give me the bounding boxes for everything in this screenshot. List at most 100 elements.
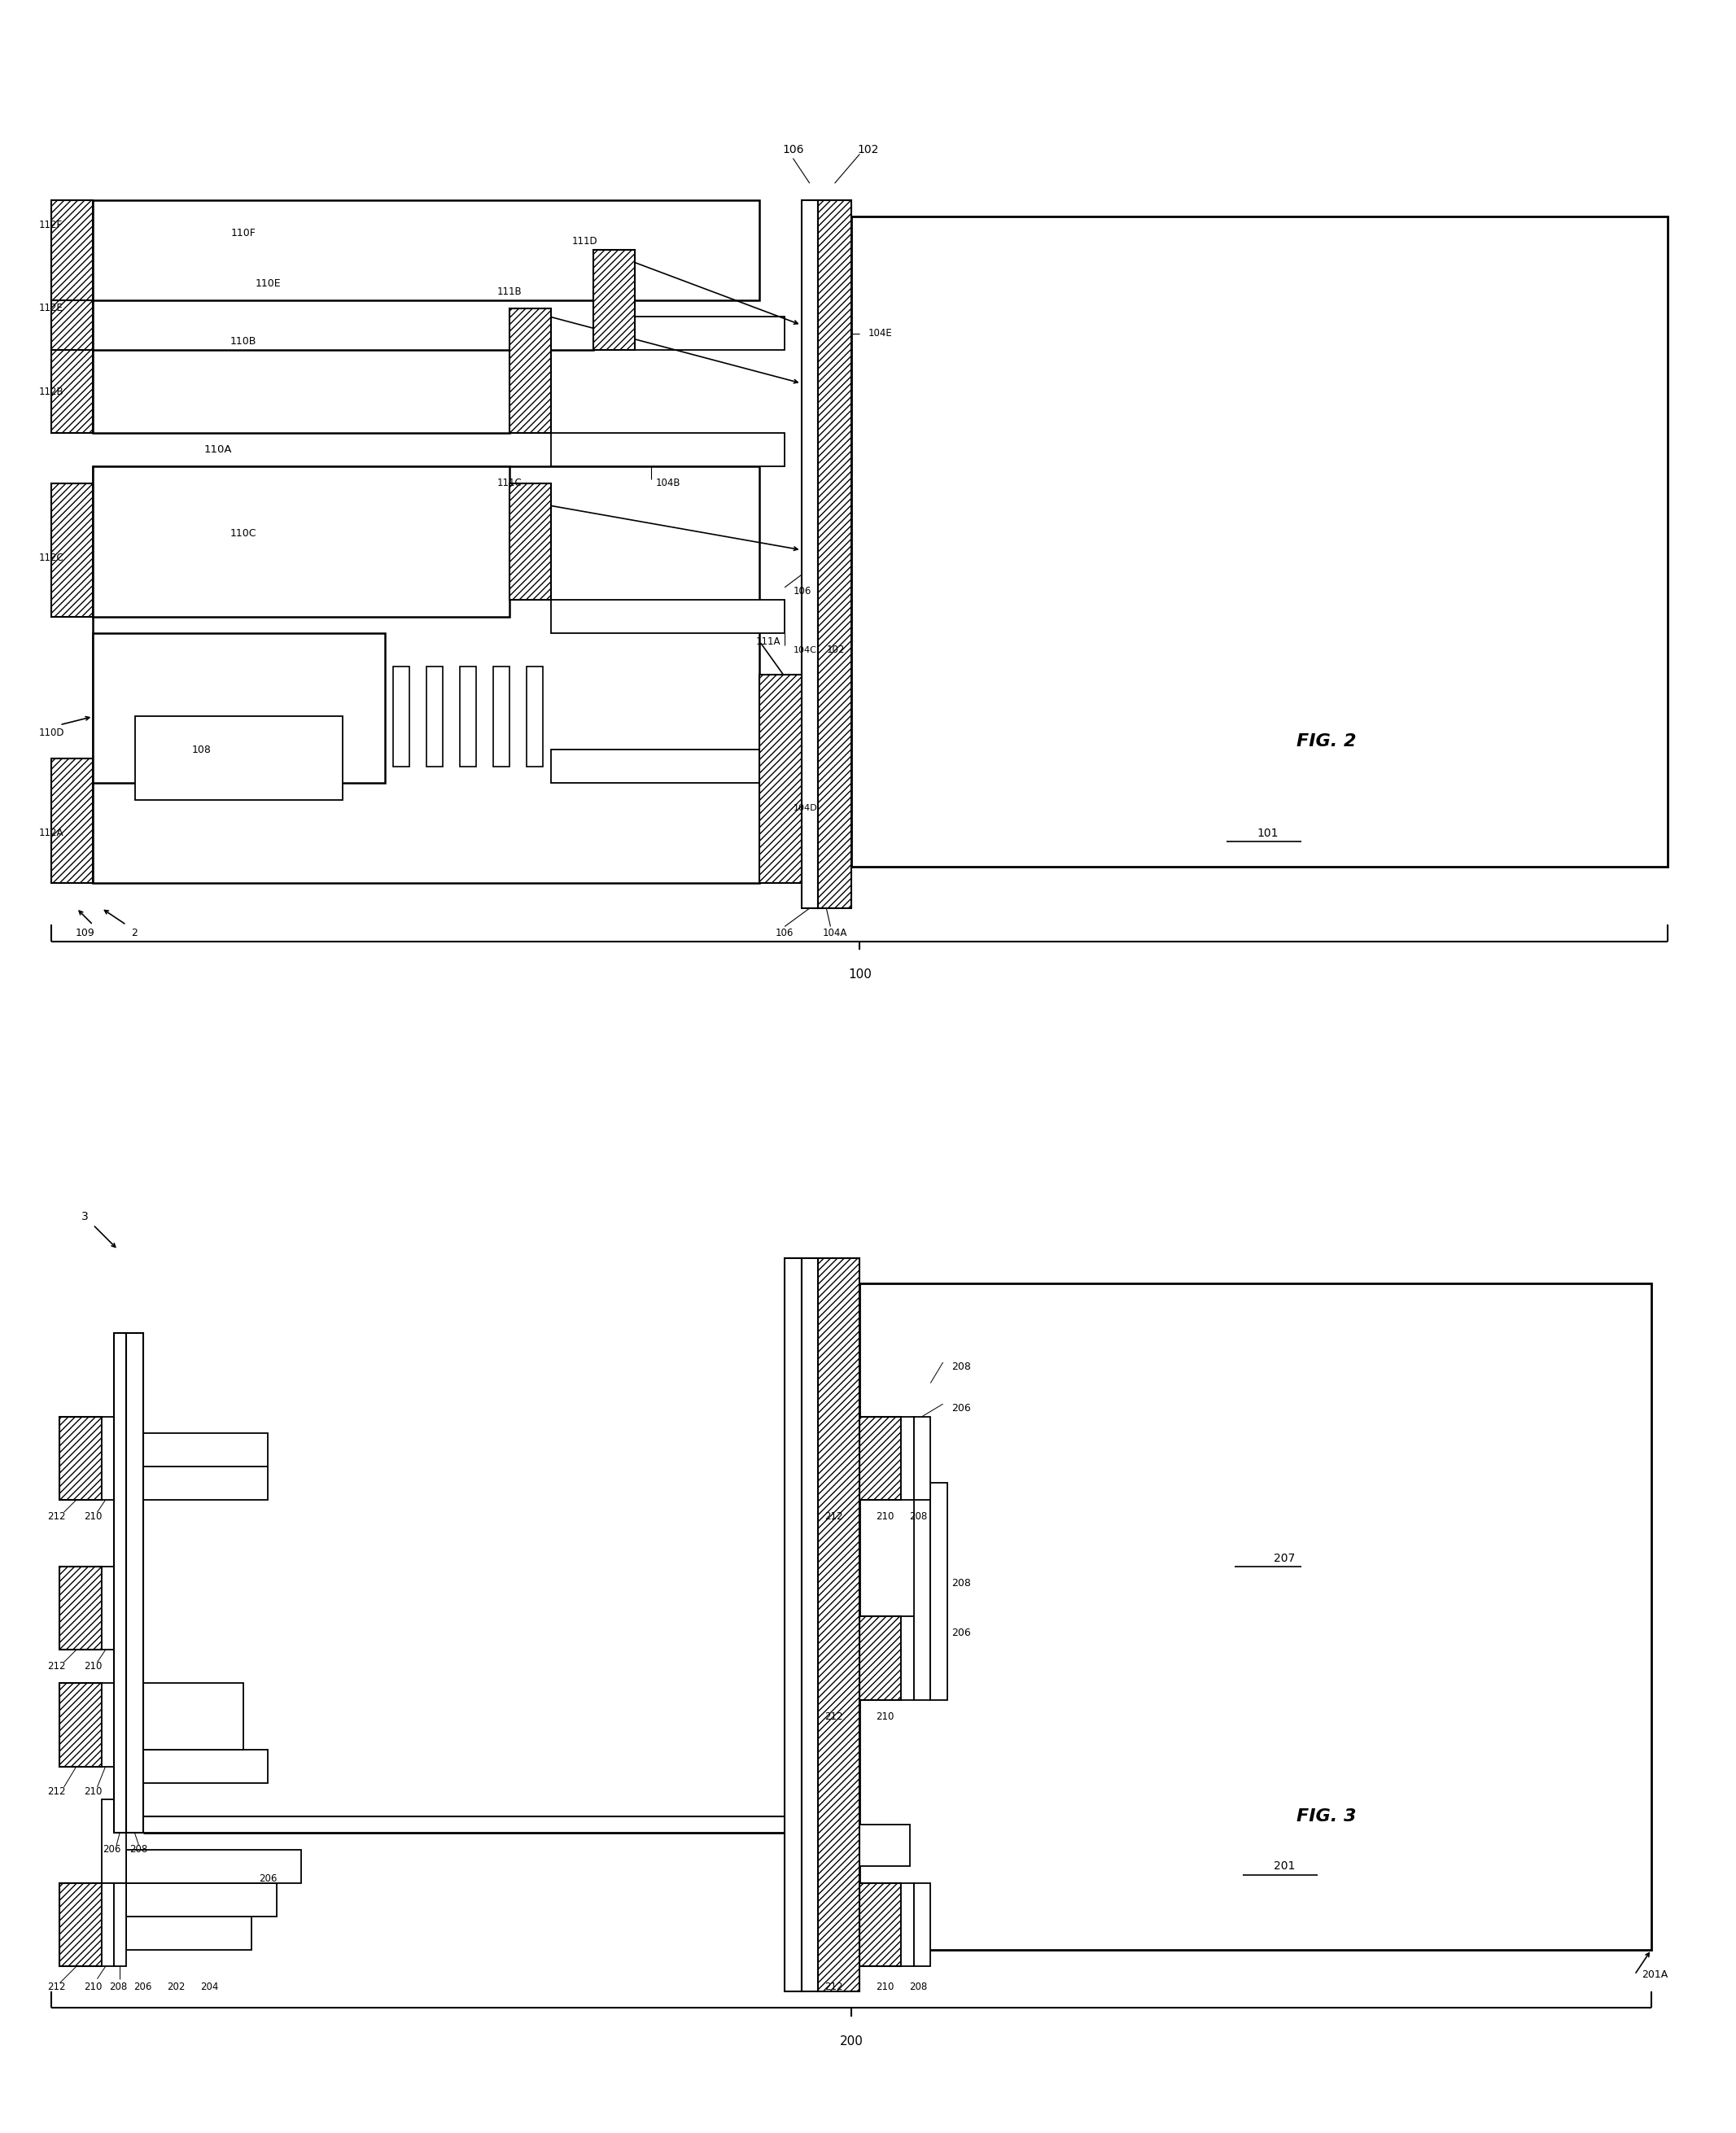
Bar [59,1416,101,1499]
Text: 112F: 112F [38,220,62,230]
Bar [901,1617,913,1700]
Bar [52,309,94,433]
Text: 112E: 112E [38,303,62,314]
Bar [115,1333,127,1832]
Bar [859,1284,1651,1950]
Bar [127,1849,302,1883]
Bar [101,1883,115,1967]
Bar [913,1482,930,1700]
Bar [52,201,94,301]
Bar [635,316,785,350]
Bar [94,467,510,616]
Bar [115,1883,127,1967]
Text: 3: 3 [82,1212,89,1222]
Bar [510,484,552,599]
Bar [127,1915,252,1950]
Text: 210: 210 [875,1510,894,1521]
Text: FIG. 2: FIG. 2 [1297,734,1356,749]
Text: 104B: 104B [656,478,681,488]
Text: 106: 106 [793,587,811,597]
Text: 212: 212 [47,1510,66,1521]
Bar [851,218,1668,866]
Bar [460,668,476,766]
Text: 206: 206 [102,1845,120,1856]
Bar [59,1883,101,1967]
Text: 111D: 111D [571,237,597,247]
Text: 212: 212 [825,1711,844,1721]
Text: 202: 202 [167,1982,186,1992]
Bar [142,1465,267,1499]
Text: 104A: 104A [823,928,847,939]
Text: 111C: 111C [496,478,523,488]
Text: 206: 206 [951,1627,970,1638]
Bar [552,599,785,634]
Text: 104E: 104E [868,328,892,339]
Text: 206: 206 [259,1873,278,1883]
Bar [101,1416,115,1499]
Bar [127,1883,276,1915]
Text: 206: 206 [134,1982,153,1992]
Text: 110F: 110F [231,228,255,239]
Text: 102: 102 [858,145,878,156]
Text: 210: 210 [83,1662,102,1672]
Text: 212: 212 [47,1785,66,1796]
Bar [94,232,594,350]
Text: 110B: 110B [229,337,257,348]
Bar [142,1683,243,1749]
Bar [493,668,510,766]
Text: 111A: 111A [755,636,781,646]
Text: 204: 204 [201,1982,219,1992]
Bar [101,1566,115,1649]
Text: 112C: 112C [38,552,64,563]
Bar [52,484,94,616]
Bar [427,668,443,766]
Bar [101,1683,115,1766]
Bar [526,668,543,766]
Text: 210: 210 [83,1510,102,1521]
Bar [101,1800,127,1883]
Bar [901,1416,913,1499]
Text: 104C: 104C [793,646,816,655]
Bar [913,1883,930,1967]
Text: 208: 208 [951,1361,970,1372]
Text: 104D: 104D [793,804,818,813]
Text: 106: 106 [783,145,804,156]
Bar [785,1258,802,1992]
Bar [859,1824,910,1866]
Bar [94,201,760,301]
Text: 200: 200 [840,2035,863,2048]
Text: 208: 208 [130,1845,148,1856]
Bar [818,201,851,909]
Bar [901,1883,913,1967]
Bar [818,1258,859,1992]
Bar [59,1566,101,1649]
Bar [52,757,94,883]
Bar [94,467,760,883]
Bar [930,1482,948,1700]
Bar [594,250,635,350]
Text: 206: 206 [951,1404,970,1414]
Bar [552,433,785,467]
Bar [94,634,385,783]
Text: 108: 108 [191,744,212,755]
Text: 201A: 201A [1642,1969,1668,1979]
Bar [859,1883,901,1967]
Text: 100: 100 [847,968,871,981]
Text: 210: 210 [875,1711,894,1721]
Text: 109: 109 [75,928,94,939]
Bar [760,674,802,883]
Bar [859,1416,901,1499]
Text: 112A: 112A [38,828,64,838]
Text: 210: 210 [83,1785,102,1796]
Text: 110A: 110A [205,444,233,454]
Text: 110D: 110D [38,727,64,738]
Bar [392,668,410,766]
Text: 212: 212 [825,1982,844,1992]
Text: 208: 208 [951,1578,970,1589]
Bar [59,1683,101,1766]
Text: 212: 212 [47,1982,66,1992]
Text: 2: 2 [132,928,137,939]
Bar [552,751,785,783]
Bar [802,201,818,909]
Text: 110E: 110E [255,277,281,288]
